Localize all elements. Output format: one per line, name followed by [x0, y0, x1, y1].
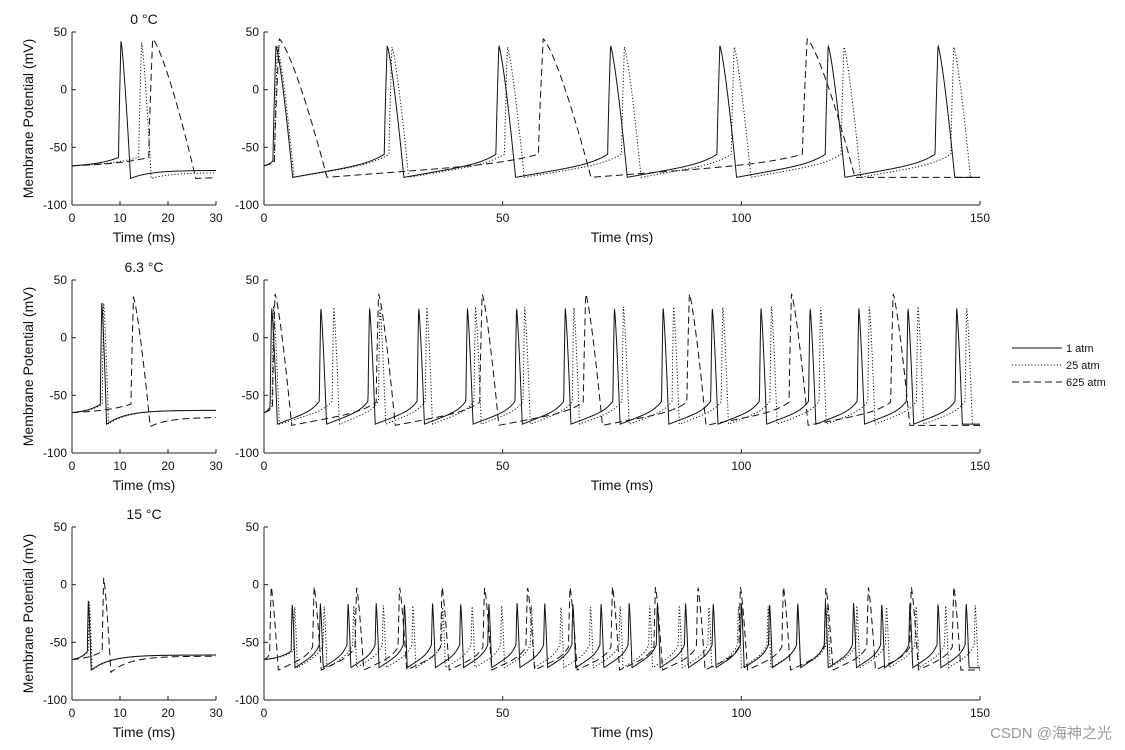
trace-1-atm: [72, 41, 216, 180]
y-axis-label: Membrane Potential (mV): [20, 287, 36, 447]
trace-625-atm: [264, 37, 980, 178]
y-tick-label: 0: [60, 83, 67, 97]
x-tick-label: 10: [113, 211, 127, 225]
y-tick-label: -50: [50, 635, 68, 649]
x-tick-label: 0: [69, 706, 76, 720]
panel-1-short: 0 10 20 30 -100 -50 0 50 Time (ms) Membrane Poten…: [20, 259, 223, 493]
y-tick-label: -50: [242, 635, 260, 649]
x-tick-label: 20: [161, 706, 175, 720]
trace-625-atm: [264, 293, 980, 426]
trace-625-atm: [72, 38, 216, 179]
y-tick-label: 0: [252, 83, 259, 97]
x-tick-label: 50: [496, 211, 510, 225]
trace-25-atm: [72, 303, 216, 426]
x-axis-label: Time (ms): [113, 724, 175, 740]
y-tick-label: -100: [43, 693, 67, 707]
y-tick-label: 0: [252, 578, 259, 592]
x-tick-label: 10: [113, 706, 127, 720]
y-tick-label: 50: [246, 273, 260, 287]
y-tick-label: 50: [54, 520, 68, 534]
x-tick-label: 30: [209, 459, 223, 473]
x-tick-label: 0: [69, 211, 76, 225]
legend: 1 atm 25 atm 625 atm: [1006, 338, 1118, 396]
panel-2-long: 0 50 100 150 -100 -50 0 50 Time (ms): [235, 520, 990, 740]
x-axis-label: Time (ms): [591, 229, 653, 245]
y-tick-label: -100: [43, 446, 67, 460]
y-tick-label: -50: [50, 140, 68, 154]
x-axis-label: Time (ms): [591, 724, 653, 740]
x-tick-label: 30: [209, 706, 223, 720]
watermark: CSDN @海神之光: [990, 725, 1112, 742]
x-tick-label: 100: [731, 706, 751, 720]
legend-label-625atm: 625 atm: [1066, 377, 1106, 389]
legend-label-1atm: 1 atm: [1066, 343, 1094, 355]
trace-25-atm: [72, 42, 216, 180]
y-tick-label: -100: [235, 693, 259, 707]
panel-2-short: 0 10 20 30 -100 -50 0 50 Time (ms) Membrane Poten…: [20, 506, 223, 740]
panel-1-long: 0 50 100 150 -100 -50 0 50 Time (ms): [235, 273, 990, 493]
panel-0-long: 0 50 100 150 -100 -50 0 50 Time (ms): [235, 25, 990, 245]
legend-label-25atm: 25 atm: [1066, 360, 1100, 372]
x-tick-label: 50: [496, 706, 510, 720]
x-tick-label: 150: [970, 706, 990, 720]
y-tick-label: 50: [54, 273, 68, 287]
x-tick-label: 150: [970, 459, 990, 473]
panel-title: 0 °C: [130, 11, 157, 27]
panel-title: 6.3 °C: [124, 259, 163, 275]
y-tick-label: 0: [60, 331, 67, 345]
trace-25-atm: [264, 605, 980, 669]
y-tick-label: 0: [252, 331, 259, 345]
y-axis-label: Membrane Potential (mV): [20, 39, 36, 199]
trace-625-atm: [72, 577, 216, 674]
x-tick-label: 0: [261, 459, 268, 473]
x-tick-label: 20: [161, 459, 175, 473]
x-tick-label: 50: [496, 459, 510, 473]
x-tick-label: 150: [970, 211, 990, 225]
x-tick-label: 100: [731, 211, 751, 225]
x-tick-label: 20: [161, 211, 175, 225]
x-axis-label: Time (ms): [113, 477, 175, 493]
y-tick-label: 50: [54, 25, 68, 39]
y-tick-label: -100: [235, 198, 259, 212]
trace-625-atm: [72, 295, 216, 428]
trace-625-atm: [264, 586, 980, 671]
trace-25-atm: [72, 601, 216, 671]
panel-title: 15 °C: [126, 506, 161, 522]
y-tick-label: -50: [242, 388, 260, 402]
y-tick-label: -50: [50, 388, 68, 402]
y-axis-label: Membrane Potential (mV): [20, 534, 36, 694]
x-tick-label: 100: [731, 459, 751, 473]
x-axis-label: Time (ms): [591, 477, 653, 493]
y-tick-label: -100: [235, 446, 259, 460]
panels: 0 10 20 30 -100 -50 0 50 Time (ms) Membrane Poten…: [20, 11, 990, 740]
trace-1-atm: [264, 44, 980, 178]
y-tick-label: 0: [60, 578, 67, 592]
trace-25-atm: [264, 306, 980, 425]
y-tick-label: 50: [246, 25, 260, 39]
x-tick-label: 10: [113, 459, 127, 473]
x-axis-label: Time (ms): [113, 229, 175, 245]
trace-1-atm: [72, 600, 216, 671]
x-tick-label: 0: [69, 459, 76, 473]
x-tick-label: 0: [261, 211, 268, 225]
x-tick-label: 0: [261, 706, 268, 720]
trace-1-atm: [264, 308, 980, 425]
y-tick-label: -50: [242, 140, 260, 154]
panel-0-short: 0 10 20 30 -100 -50 0 50 Time (ms) Membrane Poten…: [20, 11, 223, 245]
y-tick-label: 50: [246, 520, 260, 534]
trace-25-atm: [264, 46, 980, 178]
x-tick-label: 30: [209, 211, 223, 225]
y-tick-label: -100: [43, 198, 67, 212]
